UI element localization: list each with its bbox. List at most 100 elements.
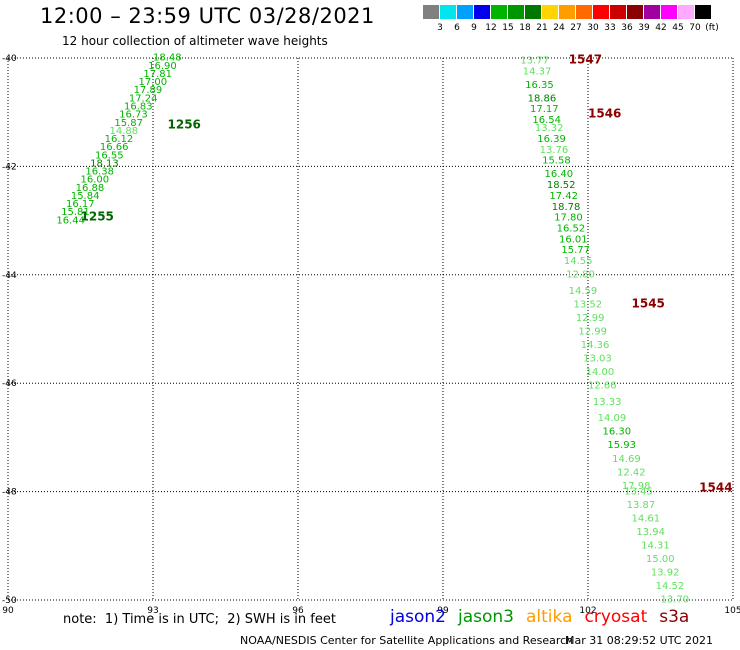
wave-height-value: 17.81 [143,69,172,80]
lon-tick-label: 99 [437,606,449,616]
wave-height-value: 13.92 [651,568,680,579]
legend-label: 42 [655,23,667,33]
lat-tick-label: -48 [2,488,17,498]
wave-height-color-legend: 3 6 9 12 15 18 21 24 27 30 33 36 39 42 45 70 (ft) [423,5,719,33]
wave-height-value: 18.52 [547,180,576,191]
wave-height-value: 14.69 [612,454,641,465]
wave-height-value: 17.00 [139,77,168,88]
wave-height-value: 13.33 [593,397,622,408]
legend-swatch [559,5,576,19]
legend-label: 9 [471,23,477,33]
wave-height-value: 16.73 [119,110,148,121]
legend-label: 3 [437,23,443,33]
wave-height-value: 17.89 [134,85,163,96]
legend-swatch [474,5,491,19]
wave-height-value: 15.58 [542,156,571,167]
wave-height-value: 16.00 [81,175,110,186]
wave-height-value: 17.80 [554,213,583,224]
wave-height-value: 16.88 [76,183,105,194]
wave-height-value: 18.86 [528,93,557,104]
wave-height-value: 12.80 [566,270,595,281]
lat-tick-label: -44 [2,271,17,281]
lon-tick-label: 102 [579,606,596,616]
legend-swatch [576,5,593,19]
wave-height-value: 16.12 [105,134,134,145]
lon-tick-label: 93 [147,606,158,616]
legend-swatch [525,5,542,19]
satellite-label-s3a: s3a [659,607,690,627]
wave-height-value: 16.44 [56,215,85,226]
legend-label: 21 [536,23,548,33]
legend-label: 27 [570,23,582,33]
legend-swatches [423,5,712,19]
legend-label: 45 [672,23,684,33]
wave-height-value: 14.31 [641,541,670,552]
legend-swatch [627,5,644,19]
wave-height-value: 12.66 [588,381,617,392]
legend-label: 36 [621,23,633,33]
wave-height-value: 13.76 [540,145,569,156]
pass-label: 1546 [588,107,621,121]
wave-height-value: 13.03 [583,354,612,365]
wave-height-value: 13.32 [535,123,564,134]
wave-height-value: 15.87 [114,118,143,129]
lon-tick-label: 105 [724,606,740,616]
wave-height-value: 14.00 [586,367,615,378]
legend-label: 33 [604,23,616,33]
wave-height-value: 17.98 [622,481,651,492]
legend-swatch [440,5,457,19]
legend-swatch [610,5,627,19]
wave-height-value: 17.42 [549,191,578,202]
wave-height-value: 15.77 [561,245,590,256]
wave-height-value: 12.99 [578,326,607,337]
legend-swatch [491,5,508,19]
wave-height-value: 15.84 [71,191,100,202]
legend-label: 15 [502,23,514,33]
legend-label: 39 [638,23,650,33]
wave-height-value: 18.48 [153,53,182,64]
legend-swatch [593,5,610,19]
legend-swatch [678,5,695,19]
wave-height-value: 17.24 [129,93,158,104]
page-title: 12:00 – 23:59 UTC 03/28/2021 [40,4,375,28]
legend-swatch [508,5,525,19]
footer-note: note: 1) Time is in UTC; 2) SWH is in fe… [63,612,336,627]
lat-tick-label: -50 [2,596,17,606]
wave-height-value: 16.39 [537,134,566,145]
legend-swatch [661,5,678,19]
lon-tick-label: 96 [292,606,304,616]
wave-height-value: 16.66 [100,142,129,153]
wave-height-value: 13.87 [627,500,656,511]
satellite-label-jason2: jason2 [390,607,446,627]
wave-height-value: 16.35 [525,80,554,91]
legend-label: 18 [519,23,531,33]
lat-tick-label: -40 [2,54,17,64]
wave-height-value: 16.01 [559,234,588,245]
wave-height-value: 16.54 [532,115,561,126]
pass-label: 1256 [168,117,201,131]
wave-height-value: 18.13 [90,158,119,169]
generated-timestamp: Mar 31 08:29:52 UTC 2021 [565,634,713,647]
wave-height-value: 16.40 [545,169,574,180]
page-subtitle: 12 hour collection of altimeter wave hei… [62,34,328,48]
wave-height-value: 16.83 [124,101,153,112]
wave-height-value: 14.52 [656,581,685,592]
legend-swatch [695,5,712,19]
lon-tick-label: 90 [2,606,14,616]
legend-swatch [423,5,440,19]
wave-height-value: 17.17 [530,104,559,115]
wave-height-value: 15.00 [646,554,675,565]
wave-height-value: 14.61 [632,513,661,524]
wave-height-value: 13.94 [636,527,665,538]
wave-height-value: 14.37 [523,66,552,77]
satellite-label-jason3: jason3 [458,607,514,627]
wave-height-value: 16.17 [66,199,95,210]
wave-height-value: 16.30 [603,427,632,438]
wave-height-value: 13.70 [661,595,690,606]
wave-height-value: 15.93 [607,440,636,451]
pass-label: 1547 [569,52,602,66]
legend-label: 24 [553,23,565,33]
legend-swatch [644,5,661,19]
wave-height-value: 15.81 [61,207,90,218]
